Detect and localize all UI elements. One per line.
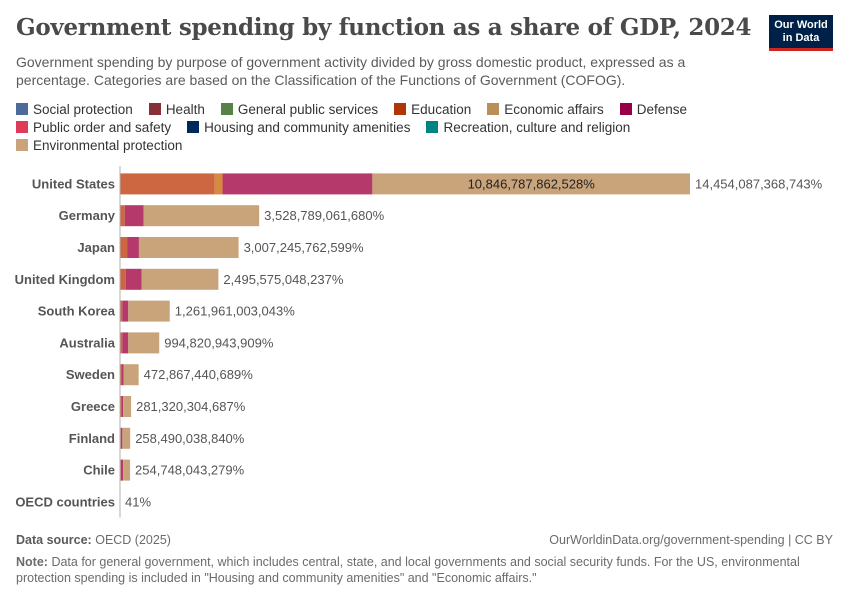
legend-label: Education [411,101,472,117]
bar-segment-greece-seg-d [123,396,132,417]
legend-swatch [487,103,500,115]
legend-swatch [619,103,632,115]
bar-segment-united-states-seg-c [222,173,373,195]
data-label-total-japan: 3,007,245,762,599% [244,240,364,255]
bar-segment-united-kingdom-seg-d [141,268,219,290]
source-url[interactable]: OurWorldinData.org/government-spending |… [549,533,833,547]
category-label-oecd-countries: OECD countries [15,494,115,509]
data-label-inner-united-states: 10,846,787,862,528% [468,176,596,191]
data-label-total-south-korea: 1,261,961,003,043% [175,304,295,319]
category-label-germany: Germany [59,208,116,223]
legend-label: General public services [237,101,379,117]
bar-segment-sweden-seg-a [120,364,122,386]
bar-segment-south-korea-seg-a [120,300,123,322]
legend-swatch [16,103,28,115]
legend-label: Environmental protection [33,137,183,153]
bar-segment-japan-seg-c [127,237,139,258]
bar-segment-united-states-seg-b [214,173,223,195]
category-label-united-kingdom: United Kingdom [15,272,115,287]
legend-item-education[interactable]: Education [394,100,471,118]
bar-segment-australia-seg-a [120,332,123,354]
data-label-total-finland: 258,490,038,840% [135,431,245,446]
bar-segment-australia-seg-c [122,332,129,354]
category-label-japan: Japan [77,240,115,255]
bar-segment-germany-seg-a [120,205,125,227]
bar-segment-sweden-seg-d [123,364,139,386]
legend-label: Social protection [33,101,133,117]
bar-segment-finland-seg-c [120,427,123,449]
bar-chart: United States 10,846,787,862,528% 14,454,0… [15,166,823,518]
legend-item-general-public-services[interactable]: General public services [220,100,379,118]
legend-swatch [394,103,407,115]
legend-label: Defense [636,101,688,117]
legend-item-recreation-culture-and-religion[interactable]: Recreation, culture and religion [426,118,630,136]
bar-segment-south-korea-seg-d [128,300,170,322]
bar-segment-sweden-seg-c [121,364,124,386]
legend-item-economic-affairs[interactable]: Economic affairs [487,100,604,118]
data-label-total-oecd-countries: 41% [125,494,151,509]
legend-swatch [220,103,233,115]
bar-segment-germany-seg-d [143,205,260,227]
bar-segment-chile-seg-c [120,459,124,481]
bar-segment-japan-seg-d [138,237,239,258]
source-value[interactable]: OECD (2025) [95,533,171,547]
note-label: Note: [16,555,48,569]
legend-label: Public order and safety [33,119,172,135]
bar-segment-greece-seg-a [120,396,122,417]
legend-item-public-order-and-safety[interactable]: Public order and safety [16,118,171,136]
data-label-total-australia: 994,820,943,909% [164,335,274,350]
bar-segment-chile-seg-d [123,459,131,481]
source-label: Data source: [16,533,92,547]
category-label-greece: Greece [71,399,115,414]
category-label-finland: Finland [69,431,115,446]
data-label-total-united-kingdom: 2,495,575,048,237% [223,272,343,287]
legend-label: Economic affairs [504,101,604,117]
owid-logo[interactable]: Our World in Data [769,15,833,51]
legend-item-environmental-protection[interactable]: Environmental protection [16,136,182,154]
logo-line-2: in Data [782,32,820,44]
legend-swatch [187,121,200,133]
legend-item-health[interactable]: Health [148,100,205,118]
data-source: Data source: OECD (2025) [16,533,171,547]
legend-label: Housing and community amenities [204,119,411,135]
category-label-united-states: United States [32,176,115,191]
legend-label: Recreation, culture and religion [443,119,631,135]
data-label-total-germany: 3,528,789,061,680% [264,208,384,223]
legend-swatch [16,121,28,133]
data-label-total-greece: 281,320,304,687% [136,399,246,414]
note-text: Data for general government, which inclu… [16,555,800,585]
category-label-australia: Australia [59,335,115,350]
bar-segment-united-states-seg-a [120,173,215,195]
legend-swatch [426,121,439,133]
bar-segment-south-korea-seg-c [122,300,129,322]
category-label-chile: Chile [83,463,115,478]
legend-item-defense[interactable]: Defense [619,100,688,118]
chart-subtitle: Government spending by purpose of govern… [16,54,686,88]
category-label-south-korea: South Korea [38,304,116,319]
category-label-sweden: Sweden [66,367,115,382]
chart-note: Note: Data for general government, which… [16,554,831,586]
legend-label: Health [165,101,205,117]
bar-segment-greece-seg-c [121,396,124,417]
bar-segment-united-states-seg-d [372,173,690,195]
legend-swatch [148,103,161,115]
bar-segment-finland-seg-d [122,427,131,449]
chart-title: Government spending by function as a sha… [16,14,752,41]
bar-segment-germany-seg-c [124,205,144,227]
legend-item-housing-and-community-amenities[interactable]: Housing and community amenities [187,118,410,136]
bar-segment-australia-seg-d [128,332,160,354]
data-label-total-united-states: 14,454,087,368,743% [695,176,823,191]
legend-item-social-protection[interactable]: Social protection [16,100,133,118]
bar-segment-japan-seg-a [120,237,128,258]
chart-legend: Social protection Health General public se… [16,100,776,154]
legend-swatch [16,139,28,151]
logo-line-1: Our World [774,19,828,31]
data-label-total-sweden: 472,867,440,689% [144,367,254,382]
bar-segment-united-kingdom-seg-a [120,268,126,290]
data-label-total-chile: 254,748,043,279% [135,463,245,478]
bar-segment-united-kingdom-seg-c [125,268,142,290]
